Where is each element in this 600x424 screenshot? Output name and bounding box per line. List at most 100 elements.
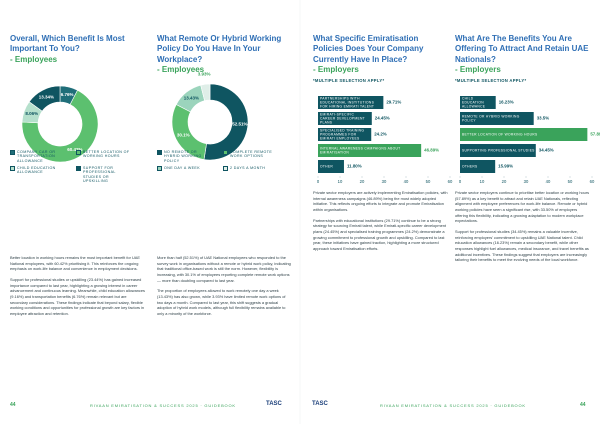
donut-segment xyxy=(200,83,211,102)
value-label: 57.89% xyxy=(590,132,600,137)
legend-label: ONE DAY A WEEK xyxy=(164,166,201,170)
value-label: 3.93% xyxy=(198,72,211,77)
chart-header: What Are The Benefits You Are Offering T… xyxy=(455,34,590,83)
x-tick-label: 0 xyxy=(317,179,320,184)
bar xyxy=(318,96,384,109)
value-label: 24.45% xyxy=(375,116,390,121)
value-label: 33.5% xyxy=(537,116,550,121)
legend-label: BETTER LOCATION OF WORKING HOURS xyxy=(83,150,130,159)
legend-label: COMPLETE REMOTE WORK OPTIONS xyxy=(230,150,273,159)
x-tick-label: 10 xyxy=(480,179,485,184)
value-label: 46.89% xyxy=(424,148,439,153)
x-tick-label: 20 xyxy=(502,179,507,184)
running-title: RIVAAN EMIRATISATION & SUCCESS 2025 · GU… xyxy=(90,403,236,408)
chart-header: Overall, Which Benefit Is Most Important… xyxy=(10,34,145,65)
chart-header: What Remote Or Hybrid Working Policy Do … xyxy=(157,34,292,76)
category-label: BETTER LOCATION OF WORKING HOURS xyxy=(462,132,538,136)
bar xyxy=(318,128,372,141)
category-label: PARTNERSHIPS WITH EDUCATIONAL INSTITUTION… xyxy=(320,97,375,109)
paragraph: Support for professional studies or upsk… xyxy=(10,276,145,316)
x-tick-label: 40 xyxy=(404,179,409,184)
legend-swatch xyxy=(157,166,162,171)
body-column: Private sector employers continue to pri… xyxy=(455,190,590,268)
legend-swatch xyxy=(157,150,162,155)
chart-header: What Specific Emiratisation Policies Doe… xyxy=(313,34,448,83)
value-label: 13.43% xyxy=(184,96,199,101)
paragraph: More than half (52.51%) of UAE National … xyxy=(157,255,291,283)
chart-title: What Remote Or Hybrid Working Policy Do … xyxy=(157,34,282,64)
legend-swatch xyxy=(10,166,15,171)
legend-item: 2 DAYS A MONTH xyxy=(223,166,279,171)
x-tick-label: 30 xyxy=(382,179,387,184)
legend-label: 2 DAYS A MONTH xyxy=(230,166,266,170)
value-label: 8.06% xyxy=(25,111,38,116)
legend-swatch xyxy=(223,150,228,155)
body-column: Better location in working hours remains… xyxy=(10,255,145,322)
bar xyxy=(460,112,534,125)
x-tick-label: 20 xyxy=(360,179,365,184)
bar xyxy=(318,112,372,125)
value-label: 24.2% xyxy=(374,132,387,137)
legend-item: CHILD EDUCATION ALLOWANCE xyxy=(10,166,66,175)
value-label: 30.1% xyxy=(177,133,190,138)
legend-label: SUPPORT FOR PROFESSIONAL STUDIES OR UPSK… xyxy=(83,166,116,184)
chart-title: Overall, Which Benefit Is Most Important… xyxy=(10,34,125,54)
chart-title: What Specific Emiratisation Policies Doe… xyxy=(313,34,424,64)
paragraph: Support for professional studies (34.45%… xyxy=(455,228,589,263)
body-column: More than half (52.51%) of UAE National … xyxy=(157,255,292,322)
chart-note: *MULTIPLE SELECTION APPLY* xyxy=(313,77,385,83)
x-tick-label: 50 xyxy=(568,179,573,184)
x-tick-label: 30 xyxy=(524,179,529,184)
bar xyxy=(460,144,536,157)
paragraph: The proportion of employees allowed to w… xyxy=(157,288,286,316)
paragraph: Private sector employers continue to pri… xyxy=(455,190,590,224)
x-tick-label: 40 xyxy=(546,179,551,184)
chart-subtitle: - Employees xyxy=(157,65,205,75)
donut-segment xyxy=(203,83,249,161)
legend-swatch xyxy=(76,166,81,171)
bar xyxy=(460,96,496,109)
category-label: INTERNAL AWARENESS CAMPAIGNS ABOUT EMIRAT… xyxy=(320,146,400,154)
legend-item: SUPPORT FOR PROFESSIONAL STUDIES OR UPSK… xyxy=(76,166,132,184)
category-label: SUPPORTING PROFESSIONAL STUDIES xyxy=(462,148,535,152)
legend-label: NO REMOTE OR HYBRID WORKING POLICY xyxy=(164,150,202,163)
chart-note: *MULTIPLE SELECTION APPLY* xyxy=(455,77,527,83)
category-label: CHILD EDUCATION ALLOWANCE xyxy=(462,97,486,109)
x-tick-label: 10 xyxy=(338,179,343,184)
category-label: EMIRATI-SPECIFIC CAREER DEVELOPMENT PLANS xyxy=(320,113,365,125)
x-tick-label: 0 xyxy=(459,179,462,184)
category-label: REMOTE OR HYBRID WORKING POLICY xyxy=(462,114,520,122)
chart-title: What Are The Benefits You Are Offering T… xyxy=(455,34,589,64)
legend-item: ONE DAY A WEEK xyxy=(157,166,213,171)
value-label: 15.99% xyxy=(498,164,513,169)
legend-swatch xyxy=(223,166,228,171)
bar xyxy=(318,144,422,157)
chart-subtitle: - Employees xyxy=(10,54,58,64)
value-label: 16.23% xyxy=(499,100,514,105)
category-label: OTHER xyxy=(320,164,333,168)
x-tick-label: 50 xyxy=(426,179,431,184)
value-label: 29.71% xyxy=(386,100,401,105)
legend-swatch xyxy=(10,150,15,155)
legend-item: COMPANY CAR OR TRANSPORTATION ALLOWANCE xyxy=(10,150,66,163)
bar xyxy=(460,160,496,173)
bar xyxy=(460,128,588,141)
legend-item: BETTER LOCATION OF WORKING HOURS xyxy=(76,150,132,159)
legend-item: COMPLETE REMOTE WORK OPTIONS xyxy=(223,150,279,159)
logo: TASC xyxy=(266,401,282,407)
value-label: 60.42% xyxy=(67,147,82,152)
logo: TASC xyxy=(312,401,328,407)
chart-subtitle: - Employers xyxy=(313,65,359,75)
page-number: 44 xyxy=(10,402,16,408)
donut-segment xyxy=(28,85,61,112)
legend-label: COMPANY CAR OR TRANSPORTATION ALLOWANCE xyxy=(17,150,56,163)
x-tick-label: 60 xyxy=(590,179,595,184)
chart-subtitle: - Employers xyxy=(455,65,501,75)
paragraph: Private sector employers are actively im… xyxy=(313,190,448,212)
legend-label: CHILD EDUCATION ALLOWANCE xyxy=(17,166,56,175)
page-number: 44 xyxy=(580,402,586,408)
legend-item: NO REMOTE OR HYBRID WORKING POLICY xyxy=(157,150,213,163)
legend-swatch xyxy=(76,150,81,155)
